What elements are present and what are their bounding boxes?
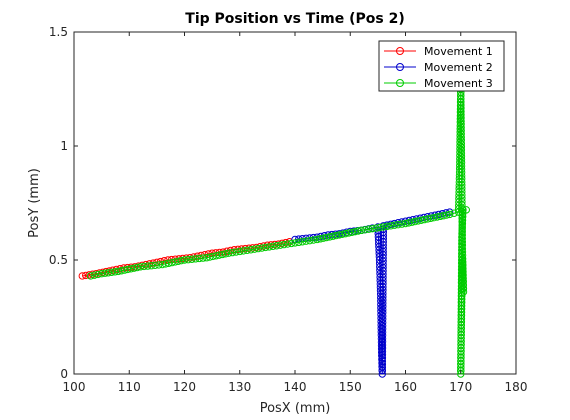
chart-title: Tip Position vs Time (Pos 2) [185,11,404,27]
data-point [188,255,196,263]
x-tick-label: 140 [284,380,307,394]
legend-label-1: Movement 1 [424,45,493,58]
data-point [387,222,395,230]
x-tick-label: 170 [449,380,472,394]
data-point [379,223,388,231]
data-point [442,211,451,219]
legend-marker-1 [396,47,404,55]
x-tick-label: 150 [339,380,362,394]
data-point [221,250,230,258]
x-axis-label: PosX (mm) [260,401,331,416]
data-point [228,248,237,257]
legend-marker-3 [396,79,404,87]
x-tick-label: 100 [63,380,86,394]
data-point [368,224,377,233]
data-point [306,236,314,245]
data-point [138,261,146,270]
data-point [357,226,365,235]
data-point [450,209,458,217]
data-point [78,272,86,280]
data-point [151,261,159,270]
data-point [140,262,148,271]
data-point [243,246,251,255]
data-point [88,270,97,278]
data-point [364,225,373,233]
data-point [143,262,152,270]
data-point [265,243,273,251]
legend: Movement 1 Movement 2 Movement 3 [378,40,505,92]
data-point [147,262,156,270]
data-point [398,220,406,228]
data-point [394,219,402,227]
ticks-layer: 100 110 120 130 140 150 160 170 180 0 0.5 1 1.5 [49,25,528,394]
data-point [136,263,145,271]
data-point [225,249,233,257]
data-point [459,281,467,289]
data-point [376,223,384,232]
legend-label-3: Movement 3 [424,77,493,90]
data-point [247,246,255,254]
data-point [354,227,362,235]
y-tick-label: 0.5 [49,253,68,267]
data-point [379,225,388,233]
data-point [90,271,98,279]
data-point [258,244,266,252]
data-point [180,256,189,264]
data-point [372,224,380,232]
x-tick-label: 120 [173,380,196,394]
x-tick-label: 130 [228,380,251,394]
data-point [394,220,402,229]
data-point [232,248,240,256]
y-axis-label: PosY (mm) [27,168,42,238]
data-point [291,239,299,247]
data-point [254,244,262,253]
data-point [239,247,248,255]
data-point [309,236,318,244]
data-point [446,210,454,219]
data-point [390,221,399,229]
series-markers-3 [86,85,470,378]
data-point [133,263,141,272]
data-point [85,271,93,279]
data-point [236,247,244,256]
x-tick-label: 180 [505,380,528,394]
data-point [283,240,292,248]
data-point [155,261,163,269]
data-point [184,255,192,264]
y-tick-label: 0 [60,367,68,381]
data-point [383,222,391,231]
legend-label-2: Movement 2 [424,61,493,74]
data-point [86,272,95,280]
data-point [302,237,310,245]
y-tick-label: 1.5 [49,25,68,39]
data-point [462,206,470,214]
data-point [276,241,284,249]
data-point [459,206,467,214]
data-point [294,238,303,247]
data-point [459,277,467,285]
data-point [250,245,259,253]
data-point [298,238,307,246]
data-point [191,255,200,263]
data-point [272,242,281,250]
data-point [361,226,369,234]
data-point [94,270,102,279]
y-tick-label: 1 [60,139,68,153]
data-point [261,243,270,252]
legend-marker-2 [396,63,404,71]
data-point [269,242,277,251]
data-point [287,239,296,248]
x-tick-label: 110 [118,380,141,394]
data-point [177,256,186,265]
data-point [199,254,207,262]
data-point [195,254,203,263]
data-point [398,218,406,226]
series-layer [78,85,470,378]
data-point [82,271,90,280]
data-point [280,240,288,249]
x-tick-label: 160 [394,380,417,394]
